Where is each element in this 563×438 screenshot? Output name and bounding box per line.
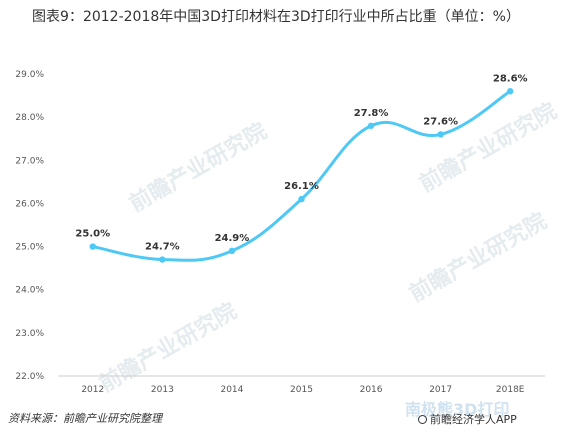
x-tick-label: 2013 (151, 385, 174, 395)
x-axis-ticks: 2012 2013 2014 2015 2016 2017 2018E (81, 385, 524, 395)
brand-text: 前瞻经济学人APP (430, 413, 517, 426)
data-label: 24.9% (215, 233, 250, 244)
x-tick-label: 2015 (290, 385, 313, 395)
y-tick-label: 26.0% (15, 199, 44, 209)
watermark-bottom: 南极熊3D打印 (405, 400, 510, 419)
x-tick-label: 2018E (496, 385, 525, 395)
brand-icon (418, 415, 427, 424)
data-point (228, 247, 236, 255)
x-tick-label: 2017 (429, 385, 452, 395)
y-tick-label: 27.0% (15, 156, 44, 166)
data-label: 27.6% (423, 116, 458, 127)
data-point (298, 195, 305, 203)
y-tick-label: 23.0% (15, 329, 44, 339)
data-label: 27.8% (354, 108, 389, 119)
data-point (437, 131, 444, 138)
data-point (89, 243, 96, 250)
y-tick-label: 25.0% (15, 243, 44, 253)
data-points (89, 88, 514, 263)
brand-label: 前瞻经济学人APP (418, 411, 517, 427)
data-label: 25.0% (75, 229, 110, 240)
data-label: 28.6% (493, 73, 528, 84)
x-tick-label: 2016 (360, 385, 383, 395)
y-tick-label: 24.0% (15, 286, 44, 296)
data-label: 24.7% (145, 242, 180, 253)
data-labels: 25.0% 24.7% 24.9% 26.1% 27.8% 27.6% 28.6% (75, 73, 527, 252)
chart-title: 图表9：2012-2018年中国3D打印材料在3D打印行业中所占比重（单位：%） (32, 9, 520, 25)
data-label: 26.1% (284, 181, 319, 192)
source-note: 资料来源：前瞻产业研究院整理 (8, 412, 162, 425)
data-point (507, 88, 514, 95)
y-tick-label: 28.0% (15, 113, 44, 123)
x-tick-label: 2012 (81, 385, 104, 395)
data-point (367, 122, 375, 129)
data-point (159, 256, 166, 263)
y-tick-label: 22.0% (15, 372, 44, 382)
y-tick-label: 29.0% (15, 70, 44, 80)
y-axis-ticks: 22.0% 23.0% 24.0% 25.0% 26.0% 27.0% 28.0% 29.0% (15, 70, 44, 382)
x-tick-label: 2014 (220, 385, 243, 395)
